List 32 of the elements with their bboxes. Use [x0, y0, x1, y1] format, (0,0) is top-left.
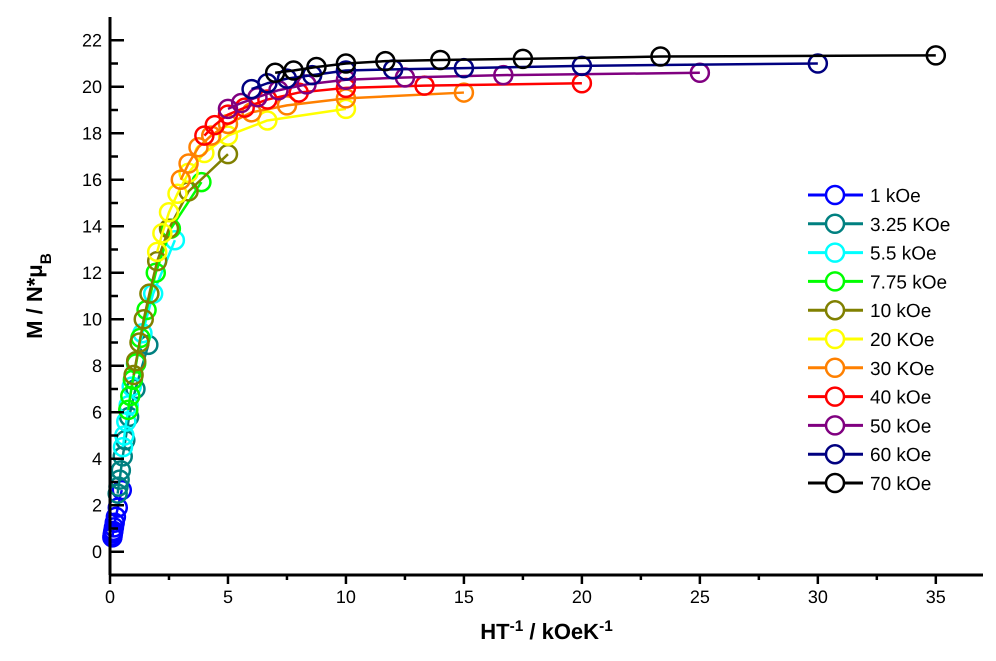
y-tick-label: 6 [92, 402, 102, 422]
y-tick-label: 4 [92, 448, 102, 469]
legend-label: 30 KOe [870, 358, 934, 380]
y-tick-label: 18 [82, 123, 102, 144]
y-tick-label: 2 [92, 495, 102, 516]
x-tick-label: 10 [336, 587, 356, 607]
legend-label: 70 kOe [870, 474, 932, 495]
y-tick-label: 14 [82, 216, 102, 236]
legend-label: 60 kOe [870, 445, 932, 466]
y-tick-label: 8 [92, 356, 102, 376]
legend-label: 5.5 kOe [870, 244, 937, 265]
x-tick-label: 25 [690, 587, 710, 607]
y-tick-label: 10 [82, 309, 102, 330]
x-tick-label: 15 [454, 587, 474, 607]
x-axis-title: HT$^{-1}$ / kOeK$^{-1}$ [480, 618, 614, 644]
legend-label: 10 kOe [870, 301, 932, 322]
legend-label: 1 kOe [870, 186, 921, 207]
y-tick-label: 0 [92, 542, 102, 562]
legend-label: 20 KOe [870, 330, 934, 351]
x-tick-label: 30 [808, 587, 828, 607]
legend-label: 7.75 kOe [870, 272, 948, 294]
x-tick-label: 5 [222, 587, 233, 607]
x-tick-label: 20 [572, 587, 592, 607]
y-tick-label: 20 [82, 76, 102, 97]
y-tick-label: 16 [82, 170, 102, 190]
y-tick-label: 22 [82, 30, 102, 50]
x-tick-label: 0 [104, 587, 116, 607]
legend-label: 50 kOe [870, 416, 932, 438]
x-tick-label: 35 [926, 587, 946, 607]
legend-label: 40 kOe [870, 388, 932, 409]
y-tick-label: 12 [82, 262, 102, 283]
legend-label: 3.25 KOe [870, 214, 950, 236]
